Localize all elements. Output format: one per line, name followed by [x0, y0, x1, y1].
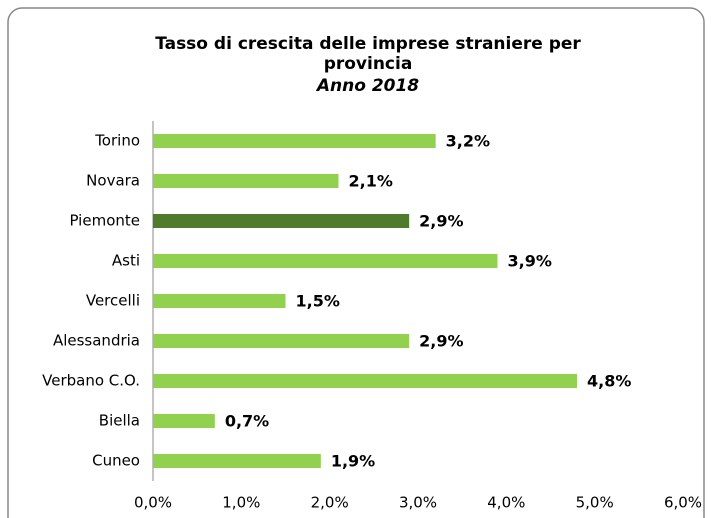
data-label: 2,1% — [349, 172, 393, 191]
y-tick-label: Vercelli — [86, 292, 140, 310]
x-tick-label: 3,0% — [399, 494, 437, 512]
bar — [153, 454, 321, 468]
bar — [153, 254, 498, 268]
bar — [153, 414, 215, 428]
bar — [153, 374, 577, 388]
y-tick-label: Biella — [99, 412, 140, 430]
x-tick-label: 4,0% — [487, 494, 525, 512]
data-label: 0,7% — [225, 412, 269, 431]
y-tick-label: Verbano C.O. — [42, 372, 140, 390]
chart-title: Tasso di crescita delle imprese stranier… — [155, 34, 581, 74]
data-label: 2,9% — [419, 212, 463, 231]
y-tick-label: Cuneo — [92, 452, 140, 470]
chart-subtitle: Anno 2018 — [316, 76, 420, 96]
data-label: 4,8% — [587, 372, 631, 391]
y-tick-label: Piemonte — [69, 212, 140, 230]
y-tick-label: Alessandria — [53, 332, 140, 350]
y-tick-label: Asti — [112, 252, 140, 270]
data-label: 3,9% — [508, 252, 552, 271]
y-tick-label: Novara — [86, 172, 140, 190]
data-label: 3,2% — [446, 132, 490, 151]
x-tick-label: 1,0% — [222, 494, 260, 512]
bar — [153, 334, 410, 348]
bar — [153, 174, 339, 188]
x-tick-label: 6,0% — [664, 494, 702, 512]
data-label: 2,9% — [419, 332, 463, 351]
y-tick-label: Torino — [94, 132, 140, 150]
x-tick-label: 5,0% — [576, 494, 614, 512]
bar — [153, 134, 436, 148]
x-tick-label: 2,0% — [311, 494, 349, 512]
data-label: 1,5% — [296, 292, 340, 311]
x-tick-label: 0,0% — [134, 494, 172, 512]
bar — [153, 294, 286, 308]
data-label: 1,9% — [331, 452, 375, 471]
bar — [153, 214, 410, 228]
